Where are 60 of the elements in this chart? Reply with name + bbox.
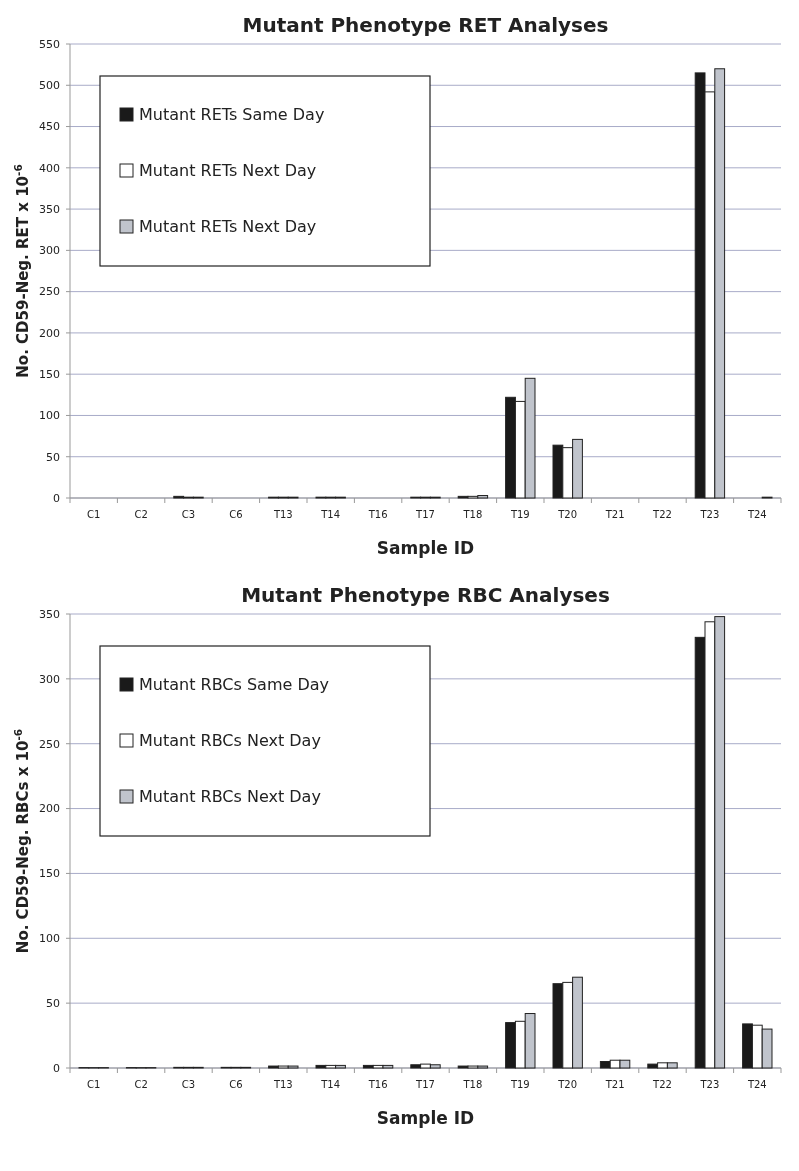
y-tick-label: 350 <box>39 607 60 621</box>
x-tick-label: T13 <box>272 509 293 520</box>
x-tick-label: T18 <box>462 1079 483 1090</box>
y-tick-label: 300 <box>39 672 60 686</box>
legend-label: Mutant RBCs Next Day <box>139 786 321 806</box>
y-tick-label: 300 <box>39 244 60 258</box>
x-tick-label: T19 <box>509 1079 530 1090</box>
x-tick-label: C6 <box>229 1079 243 1090</box>
x-tick-label: C3 <box>181 1079 196 1090</box>
x-axis-title: Sample ID <box>376 1108 475 1128</box>
x-tick-label: T24 <box>746 509 767 520</box>
x-tick-label: T20 <box>557 509 578 520</box>
y-tick-label: 350 <box>39 202 60 216</box>
x-tick-label: T14 <box>320 509 341 520</box>
y-tick-label: 450 <box>39 120 60 134</box>
legend-label: Mutant RETs Next Day <box>139 160 317 180</box>
y-tick-label: 150 <box>39 368 60 382</box>
x-tick-label: C6 <box>229 509 243 520</box>
x-tick-label: T21 <box>604 509 625 520</box>
y-tick-label: 550 <box>39 37 60 51</box>
y-tick-label: 50 <box>46 996 60 1010</box>
y-tick-label: 400 <box>39 161 60 175</box>
y-tick-label: 500 <box>39 79 60 93</box>
x-tick-label: C2 <box>134 509 148 520</box>
y-tick-label: 0 <box>53 1061 60 1075</box>
x-axis-title: Sample ID <box>376 538 475 558</box>
x-tick-label: T20 <box>557 1079 578 1090</box>
chart-title: Mutant Phenotype RBC Analyses <box>241 583 610 607</box>
x-tick-label: T13 <box>272 1079 293 1090</box>
x-tick-label: T22 <box>652 509 672 520</box>
y-tick-label: 200 <box>39 802 60 816</box>
x-tick-label: T16 <box>367 1079 388 1090</box>
legend-label: Mutant RBCs Same Day <box>139 674 329 694</box>
x-tick-label: T23 <box>699 509 720 520</box>
x-tick-label: C3 <box>181 509 196 520</box>
x-tick-label: T16 <box>367 509 388 520</box>
x-tick-label: T19 <box>509 509 530 520</box>
x-tick-label: C2 <box>134 1079 148 1090</box>
x-tick-label: C1 <box>87 509 101 520</box>
y-tick-label: 150 <box>39 867 60 881</box>
legend-label: Mutant RBCs Next Day <box>139 730 321 750</box>
chart-title: Mutant Phenotype RET Analyses <box>242 13 609 37</box>
x-tick-label: T24 <box>746 1079 767 1090</box>
x-tick-label: T23 <box>699 1079 720 1090</box>
y-tick-label: 0 <box>53 491 60 505</box>
y-tick-label: 250 <box>39 285 60 299</box>
x-tick-label: T22 <box>652 1079 672 1090</box>
x-tick-label: T14 <box>320 1079 341 1090</box>
y-tick-label: 100 <box>39 409 60 423</box>
y-tick-label: 200 <box>39 326 60 340</box>
x-tick-label: T17 <box>415 509 435 520</box>
y-tick-label: 250 <box>39 737 60 751</box>
x-tick-label: T18 <box>462 509 483 520</box>
y-tick-label: 50 <box>46 450 60 464</box>
legend-label: Mutant RETs Same Day <box>139 104 325 124</box>
x-tick-label: T17 <box>415 1079 435 1090</box>
y-tick-label: 100 <box>39 932 60 946</box>
legend-label: Mutant RETs Next Day <box>139 216 317 236</box>
x-tick-label: C1 <box>87 1079 101 1090</box>
x-tick-label: T21 <box>604 1079 625 1090</box>
